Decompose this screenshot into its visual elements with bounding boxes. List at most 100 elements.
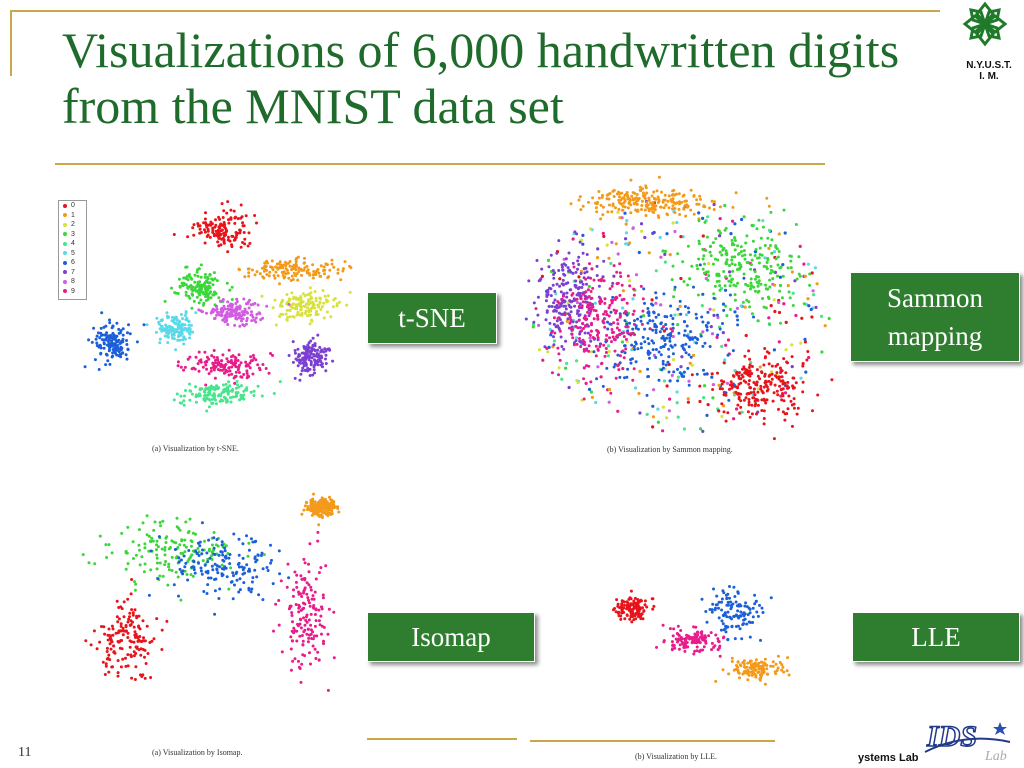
- scatter-point-digit-3: [214, 292, 218, 296]
- scatter-point-digit-1: [247, 271, 251, 275]
- scatter-point: [557, 366, 561, 370]
- scatter-point-digit-3: [173, 291, 177, 295]
- scatter-point-digit-0: [107, 627, 111, 631]
- scatter-point-digit-1: [670, 193, 674, 197]
- scatter-point-digit-6: [212, 536, 216, 540]
- scatter-point-digit-6: [657, 378, 661, 382]
- scatter-point-digit-6: [685, 324, 689, 328]
- scatter-point-digit-9: [596, 336, 600, 340]
- scatter-point-digit-6: [681, 346, 685, 350]
- scatter-point-digit-0: [217, 244, 221, 248]
- scatter-point: [708, 307, 712, 311]
- scatter-point-digit-0: [778, 366, 782, 370]
- scatter-point-digit-7: [585, 270, 589, 274]
- scatter-point-digit-7: [567, 312, 570, 316]
- scatter-point-digit-1: [636, 209, 640, 213]
- scatter-point-digit-9: [557, 352, 561, 356]
- scatter-point-digit-5: [158, 341, 162, 345]
- scatter-point-digit-9: [307, 583, 311, 587]
- scatter-point-digit-9: [716, 637, 720, 641]
- scatter-point-digit-3: [743, 253, 747, 257]
- scatter-point-digit-9: [550, 371, 554, 375]
- scatter-point: [721, 302, 726, 306]
- scatter-point-digit-6: [633, 319, 636, 323]
- scatter-point-digit-9: [584, 290, 588, 294]
- scatter-point-digit-3: [189, 544, 193, 548]
- scatter-point-digit-9: [595, 333, 599, 337]
- scatter-point: [723, 358, 727, 362]
- scatter-point-digit-9: [618, 271, 622, 275]
- scatter-point-digit-6: [738, 603, 742, 607]
- scatter-point-digit-1: [324, 262, 328, 266]
- scatter-point-digit-0: [101, 660, 105, 664]
- scatter-point-digit-6: [237, 565, 241, 569]
- legend-entry: 5: [59, 249, 86, 259]
- scatter-point-digit-0: [633, 596, 637, 600]
- scatter-point-digit-9: [199, 360, 203, 364]
- scatter-point-digit-1: [644, 214, 648, 217]
- scatter-point-digit-2: [296, 298, 300, 301]
- scatter-point: [612, 274, 616, 278]
- scatter-point-digit-9: [581, 322, 585, 326]
- scatter-point: [549, 333, 553, 337]
- scatter-point-digit-7: [574, 279, 578, 283]
- scatter-point-digit-0: [126, 664, 130, 668]
- scatter-point-digit-9: [662, 639, 666, 643]
- scatter-point-digit-8: [226, 300, 230, 304]
- scatter-point-digit-9: [710, 648, 714, 652]
- scatter-point-digit-6: [686, 306, 690, 310]
- scatter-point-digit-6: [731, 349, 735, 353]
- scatter-point-digit-9: [591, 305, 595, 309]
- scatter-point: [790, 270, 794, 274]
- scatter-point-digit-3: [757, 218, 761, 222]
- scatter-point-digit-7: [560, 345, 564, 348]
- scatter-point-digit-1: [607, 192, 611, 196]
- scatter-point-digit-3: [209, 554, 213, 558]
- scatter-point-digit-4: [203, 394, 207, 398]
- scatter-point-digit-9: [306, 640, 310, 644]
- scatter-point-digit-9: [641, 297, 645, 301]
- scatter-point-digit-6: [102, 342, 106, 346]
- scatter-point-digit-9: [598, 300, 602, 303]
- scatter-point-digit-6: [626, 367, 630, 371]
- scatter-point-digit-9: [306, 627, 310, 631]
- scatter-point-digit-6: [745, 622, 749, 626]
- scatter-point-digit-4: [188, 389, 192, 393]
- scatter-point: [688, 361, 692, 365]
- scatter-point-digit-2: [306, 306, 310, 310]
- scatter-point-digit-4: [184, 389, 187, 392]
- scatter-point-digit-1: [771, 664, 775, 668]
- scatter-point-digit-9: [307, 636, 311, 640]
- scatter-point-digit-7: [302, 346, 306, 350]
- scatter-point-digit-6: [646, 375, 650, 379]
- scatter-point-digit-2: [314, 313, 318, 317]
- scatter-point: [581, 233, 585, 237]
- scatter-point-digit-1: [319, 498, 323, 502]
- scatter-point-digit-0: [253, 214, 257, 217]
- scatter-point-digit-8: [265, 304, 269, 308]
- scatter-point-digit-6: [654, 315, 658, 319]
- legend-marker: [63, 222, 67, 227]
- scatter-point-digit-7: [324, 369, 328, 373]
- scatter-point-digit-0: [722, 361, 726, 365]
- scatter-point-digit-0: [118, 629, 122, 633]
- scatter-point-digit-6: [203, 563, 207, 567]
- scatter-point-digit-1: [273, 276, 277, 280]
- scatter-point-digit-2: [322, 316, 326, 320]
- scatter-point-digit-5: [157, 320, 161, 324]
- scatter-point-digit-0: [614, 610, 618, 614]
- scatter-point: [777, 340, 781, 344]
- scatter-point-digit-1: [258, 272, 262, 276]
- scatter-point-digit-9: [696, 640, 700, 644]
- scatter-point-digit-4: [224, 382, 228, 386]
- scatter-point-digit-3: [757, 261, 761, 265]
- scatter-point-digit-1: [647, 196, 651, 200]
- scatter-point-digit-9: [279, 579, 283, 583]
- scatter-point-digit-7: [305, 352, 309, 356]
- scatter-point: [682, 320, 687, 324]
- legend-entry: 9: [59, 287, 86, 297]
- scatter-point-digit-5: [167, 315, 171, 319]
- scatter-point: [676, 415, 680, 419]
- scatter-point-digit-2: [288, 315, 292, 319]
- scatter-point-digit-6: [761, 611, 765, 614]
